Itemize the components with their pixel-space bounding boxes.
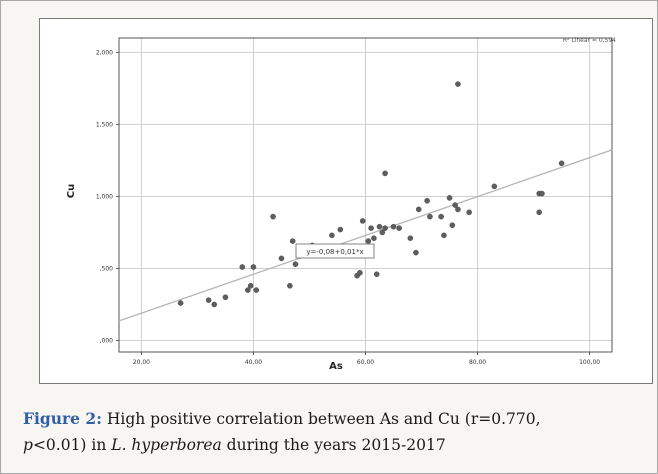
fit-line-layer <box>118 149 613 322</box>
data-point <box>455 81 461 87</box>
data-point <box>449 222 456 229</box>
data-point <box>365 238 372 244</box>
data-point <box>466 209 472 216</box>
data-point <box>245 287 251 293</box>
x-axis-label: As <box>329 361 343 372</box>
y-tick-label: 1,000 <box>96 193 113 200</box>
data-point <box>278 255 285 262</box>
data-point <box>438 213 444 220</box>
fit-line <box>118 149 613 322</box>
data-point <box>539 190 545 197</box>
data-point <box>441 232 447 239</box>
data-point <box>287 282 293 289</box>
data-point <box>536 209 542 216</box>
data-point <box>253 287 260 293</box>
data-point <box>390 223 397 230</box>
data-point <box>424 197 430 204</box>
r2-legend-label: R² Linear = 0,594 <box>563 37 616 44</box>
data-point <box>413 249 419 256</box>
x-tick-label: 60,00 <box>357 359 374 366</box>
figure-caption-line1: High positive correlation between As and… <box>101 410 541 428</box>
data-points <box>177 81 565 308</box>
data-point <box>379 229 386 236</box>
y-axis-label: Cu <box>66 184 77 198</box>
figure-caption-species: L. hyperborea <box>111 436 222 454</box>
chart-panel: 20,00 40,00 60,00 80,00 100,00 ,000 ,500 1,000 1… <box>39 18 653 384</box>
data-point <box>177 300 184 306</box>
data-point <box>270 213 276 220</box>
data-point <box>407 235 414 242</box>
scatter-chart: 20,00 40,00 60,00 80,00 100,00 ,000 ,500 1,000 1… <box>66 37 616 372</box>
y-tick-label: ,500 <box>100 265 114 272</box>
grid-layer <box>116 38 612 355</box>
data-point <box>247 282 254 289</box>
y-tick-label: ,000 <box>100 337 114 344</box>
data-point <box>427 213 433 220</box>
y-tick-label: 2,000 <box>96 49 113 56</box>
data-point <box>382 225 388 231</box>
figure-caption-mid: <0.01) in <box>32 436 112 454</box>
x-tick-label: 80,00 <box>469 359 486 366</box>
data-point <box>371 235 377 242</box>
data-point <box>222 294 229 301</box>
data-point <box>373 271 380 278</box>
data-point <box>396 225 402 231</box>
figure-caption-end: during the years 2015-2017 <box>221 436 446 454</box>
data-point <box>558 160 565 167</box>
plot-area-border <box>118 37 613 353</box>
x-tick-label: 100,00 <box>579 359 600 366</box>
data-point <box>250 264 257 270</box>
tick-labels: 20,00 40,00 60,00 80,00 100,00 ,000 ,500 1,000 1… <box>96 49 600 366</box>
figure-caption-label: Figure 2: <box>23 409 102 428</box>
x-tick-label: 20,00 <box>133 359 150 366</box>
fit-equation-box-bg <box>295 243 375 259</box>
data-point <box>415 206 422 213</box>
data-point <box>376 223 383 230</box>
y-tick-label: 1,500 <box>96 121 113 128</box>
data-point <box>292 261 299 267</box>
fit-equation-box: y=-0,08+0,01*x <box>295 243 375 259</box>
data-point <box>359 218 366 224</box>
data-point <box>368 225 374 231</box>
x-tick-label: 40,00 <box>245 359 262 366</box>
data-point <box>205 297 212 303</box>
data-point <box>446 195 453 201</box>
data-point <box>329 232 335 239</box>
data-point <box>382 170 388 177</box>
figure-caption: Figure 2: High positive correlation betw… <box>23 406 653 458</box>
data-point <box>455 206 461 213</box>
data-point <box>357 269 363 276</box>
figure-caption-p-symbol: p <box>23 436 33 454</box>
fit-equation-label: y=-0,08+0,01*x <box>306 248 363 256</box>
data-point <box>289 238 296 244</box>
data-point <box>337 226 344 233</box>
data-point <box>239 264 246 270</box>
data-point <box>211 301 218 308</box>
data-point <box>491 183 498 190</box>
data-point <box>452 202 458 208</box>
